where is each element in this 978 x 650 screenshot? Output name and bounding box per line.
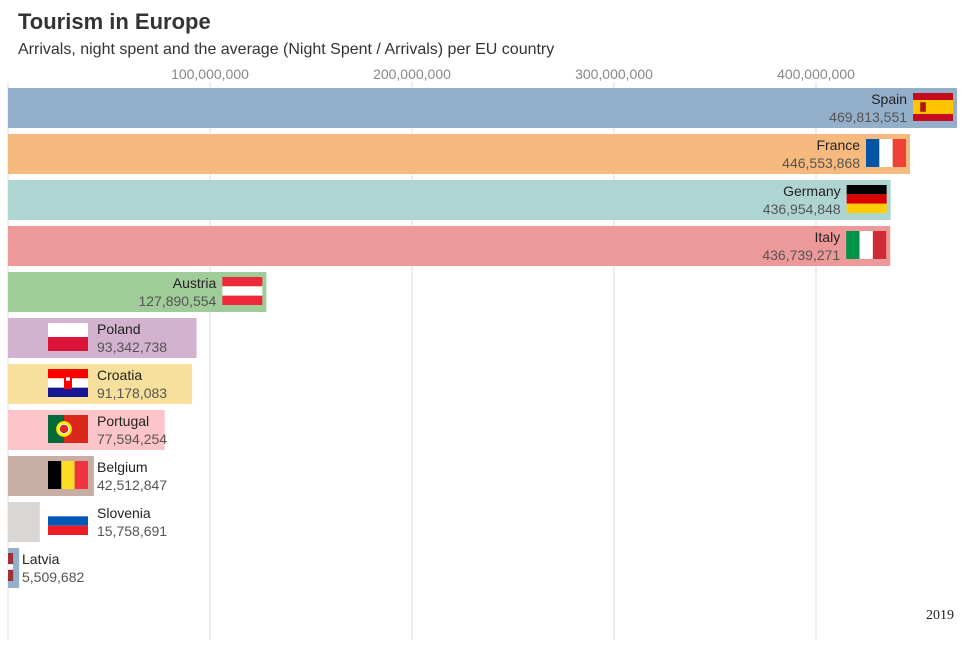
tick-label: 200,000,000	[373, 66, 451, 82]
latvia-flag-icon	[8, 553, 14, 581]
value-label: 77,594,254	[97, 431, 167, 447]
bar-italy: Italy 436,739,271	[8, 226, 891, 266]
flag-part	[879, 139, 893, 167]
bar-slovenia: Slovenia 15,758,691	[8, 502, 167, 542]
bar-rect	[8, 226, 891, 266]
value-label: 91,178,083	[97, 385, 167, 401]
value-label: 469,813,551	[829, 109, 907, 125]
flag-part	[866, 139, 880, 167]
flag-part	[846, 231, 860, 259]
flag-emblem	[920, 102, 926, 112]
poland-flag-icon	[48, 323, 88, 351]
value-label: 5,509,682	[22, 569, 84, 585]
bar-portugal: Portugal 77,594,254	[8, 410, 167, 450]
bar-croatia: Croatia 91,178,083	[8, 364, 193, 404]
country-label: Spain	[871, 91, 907, 107]
flag-part	[913, 100, 954, 114]
flag-part	[8, 553, 14, 565]
bars: Spain 469,813,551 France 446,553,868 Germany…	[8, 88, 958, 588]
country-label: Slovenia	[97, 505, 151, 521]
flag-part	[48, 507, 88, 517]
flag-part	[846, 203, 887, 213]
bar-rect	[8, 180, 891, 220]
flag-part	[222, 277, 263, 287]
bar-rect	[8, 318, 197, 358]
flag-part	[222, 286, 263, 296]
bar-france: France 446,553,868	[8, 134, 911, 174]
bar-austria: Austria 127,890,554	[8, 272, 267, 312]
slovenia-flag-icon	[48, 507, 88, 535]
flag-part	[48, 525, 88, 535]
value-label: 93,342,738	[97, 339, 167, 355]
country-label: Croatia	[97, 367, 142, 383]
flag-part	[48, 516, 88, 526]
bar-rect	[8, 364, 193, 404]
chart-title: Tourism in Europe	[18, 9, 211, 34]
flag-part	[892, 139, 907, 167]
flag-part	[846, 194, 887, 204]
tick-label: 400,000,000	[777, 66, 855, 82]
bar-rect	[8, 548, 20, 588]
bar-belgium: Belgium 42,512,847	[8, 456, 167, 496]
bar-germany: Germany 436,954,848	[8, 180, 891, 220]
country-label: Portugal	[97, 413, 149, 429]
flag-part	[846, 185, 887, 195]
flag-part	[48, 461, 62, 489]
austria-flag-icon	[222, 277, 263, 305]
flag-part	[859, 231, 873, 259]
flag-part	[8, 564, 14, 570]
axis-ticks: 100,000,000 200,000,000 300,000,000 400,000…	[171, 66, 855, 82]
italy-flag-icon	[846, 231, 887, 259]
flag-part	[48, 415, 64, 443]
flag-part	[8, 569, 14, 581]
flag-emblem	[58, 423, 70, 435]
value-label: 436,954,848	[763, 201, 841, 217]
flag-emblem	[64, 375, 72, 390]
bar-rect	[8, 88, 958, 128]
flag-part	[913, 93, 954, 100]
bar-poland: Poland 93,342,738	[8, 318, 197, 358]
flag-part	[222, 295, 263, 305]
value-label: 436,739,271	[762, 247, 840, 263]
country-label: Poland	[97, 321, 141, 337]
flag-part	[61, 461, 75, 489]
value-label: 42,512,847	[97, 477, 167, 493]
country-label: Italy	[815, 229, 841, 245]
flag-part	[872, 231, 887, 259]
croatia-flag-icon	[48, 369, 88, 397]
portugal-flag-icon	[48, 415, 88, 443]
flag-emblem	[66, 377, 70, 381]
bar-latvia: Latvia 5,509,682	[8, 548, 84, 588]
flag-part	[48, 337, 88, 351]
flag-part	[48, 369, 88, 379]
country-label: Belgium	[97, 459, 148, 475]
chart-subtitle: Arrivals, night spent and the average (N…	[18, 41, 555, 58]
tick-label: 300,000,000	[575, 66, 653, 82]
germany-flag-icon	[846, 185, 887, 213]
bar-rect	[8, 502, 40, 542]
bar-rect	[8, 134, 911, 174]
flag-part	[74, 461, 88, 489]
spain-flag-icon	[913, 93, 954, 121]
country-label: Latvia	[22, 551, 60, 567]
value-label: 15,758,691	[97, 523, 167, 539]
grid-lines	[7, 82, 817, 640]
value-label: 127,890,554	[138, 293, 216, 309]
value-label: 446,553,868	[782, 155, 860, 171]
bar-spain: Spain 469,813,551	[8, 88, 958, 128]
flag-part	[913, 114, 954, 121]
flag-part	[48, 323, 88, 337]
tick-label: 100,000,000	[171, 66, 249, 82]
year-label: 2019	[926, 608, 954, 623]
flag-part	[48, 387, 88, 397]
france-flag-icon	[866, 139, 907, 167]
country-label: Germany	[783, 183, 841, 199]
belgium-flag-icon	[48, 461, 88, 489]
country-label: Austria	[173, 275, 217, 291]
country-label: France	[816, 137, 860, 153]
